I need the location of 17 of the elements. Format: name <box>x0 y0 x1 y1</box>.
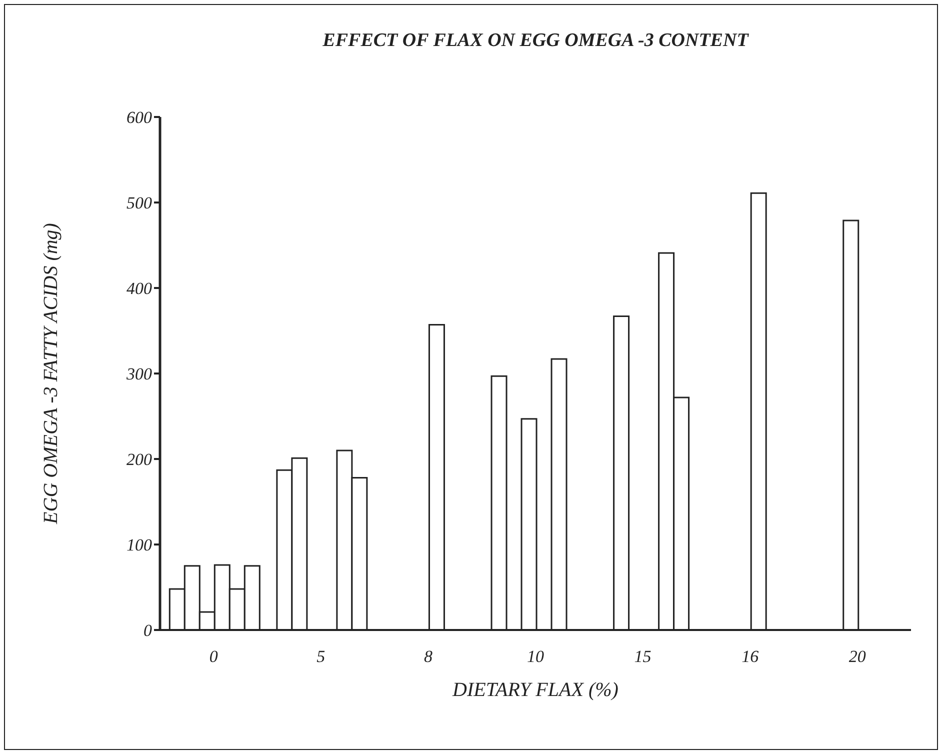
x-axis-title: DIETARY FLAX (%) <box>452 679 619 701</box>
y-tick-label: 500 <box>126 194 152 213</box>
x-tick-label: 8 <box>424 647 433 666</box>
y-tick-label: 400 <box>126 279 152 298</box>
chart-title: EFFECT OF FLAX ON EGG OMEGA -3 CONTENT <box>322 30 750 52</box>
x-tick-label: 16 <box>742 647 760 666</box>
y-tick-label: 200 <box>126 450 152 470</box>
x-tick-label: 0 <box>209 647 218 666</box>
y-tick-label: 0 <box>144 621 152 640</box>
y-tick-label: 600 <box>126 108 152 128</box>
y-tick-label: 300 <box>126 364 152 384</box>
y-axis-title: EGG OMEGA -3 FATTY ACIDS (mg) <box>40 222 62 525</box>
x-tick-label: 10 <box>527 647 544 666</box>
y-tick-label: 100 <box>126 536 152 555</box>
x-tick-label: 20 <box>848 647 866 666</box>
x-tick-label: 5 <box>316 647 326 666</box>
x-tick-label: 15 <box>634 647 652 666</box>
